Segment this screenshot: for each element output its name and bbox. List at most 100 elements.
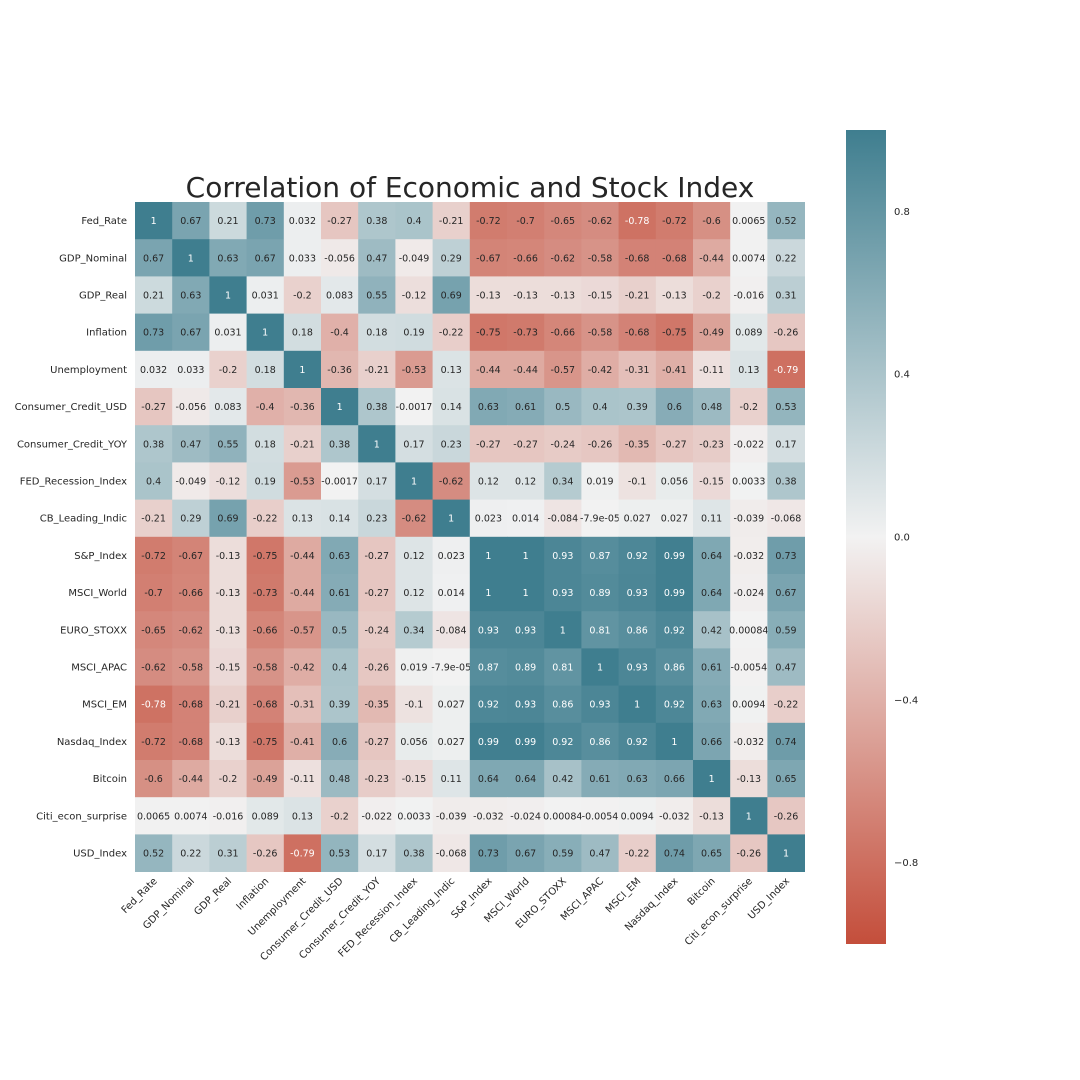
heatmap-cell [618,797,657,835]
heatmap-cell-value: 0.6 [332,737,347,748]
heatmap-cell-value: 0.93 [627,588,648,599]
heatmap-cell [209,760,247,798]
heatmap-cell-value: 0.42 [701,625,722,636]
heatmap-cell-value: 0.23 [366,514,387,525]
y-tick-label-consumer-credit-usd: Consumer_Credit_USD [15,402,128,413]
heatmap-cell-value: -0.2 [219,365,238,376]
heatmap-cell [693,797,731,835]
heatmap-cell [618,685,657,724]
heatmap-cell [618,276,657,314]
heatmap-cell-value: 0.52 [775,216,796,227]
heatmap-cell [358,388,396,426]
heatmap-cell [469,425,508,463]
heatmap-cell-value: 0.47 [366,253,387,264]
heatmap-cell [767,685,805,724]
y-tick-label-gdp-nominal: GDP_Nominal [59,253,127,264]
heatmap-cell [209,350,247,389]
heatmap-cell-value: -0.7 [516,216,535,227]
heatmap-cell [655,350,694,389]
heatmap-cell [730,611,768,649]
heatmap-cell-value: -0.2 [702,291,721,302]
heatmap-cell [730,685,768,724]
heatmap-cell [172,536,210,575]
heatmap-cell-value: -0.62 [179,625,204,636]
heatmap-cell-value: 0.0065 [732,216,765,227]
heatmap-cell [618,425,657,463]
heatmap-cell [246,425,285,463]
heatmap-cell-value: 0.13 [441,365,462,376]
heatmap-cell [209,648,247,686]
heatmap-cell [321,648,359,686]
heatmap-cell [135,760,173,798]
heatmap-cell [618,834,657,872]
heatmap-cell [655,462,694,500]
heatmap-cell [135,685,173,724]
heatmap-cell-value: 0.17 [403,439,424,450]
heatmap-cell-value: -0.24 [365,625,390,636]
x-tick-label-cb-leading-indic: CB_Leading_Indic [388,876,457,945]
heatmap-cell-value: 0.61 [515,402,536,413]
heatmap-cell-value: 0.4 [146,477,161,488]
heatmap-cell [730,648,768,686]
heatmap-cell-value: -0.66 [179,588,204,599]
heatmap-cell [135,574,173,612]
heatmap-cell [581,499,619,538]
heatmap-cell-value: 0.027 [624,514,651,525]
heatmap-cell-value: -0.31 [290,700,315,711]
heatmap-cell-value: 0.19 [403,328,424,339]
heatmap-cell-value: 1 [634,700,640,711]
heatmap-cell-value: -0.0054 [730,663,767,674]
heatmap-cell-value: 0.47 [180,439,201,450]
heatmap-cell [246,499,285,538]
heatmap-cell [135,388,173,426]
heatmap-cell [321,388,359,426]
heatmap-cell-value: 0.19 [255,477,276,488]
heatmap-cell [581,276,619,314]
heatmap-cell-value: -0.66 [253,625,278,636]
heatmap-cell [507,499,545,538]
heatmap-cell [655,425,694,463]
heatmap-cell-value: -0.67 [476,253,501,264]
heatmap-cell [767,574,805,612]
heatmap-cell [469,834,508,872]
heatmap-cell-value: 0.34 [552,477,573,488]
heatmap-cell [432,425,471,463]
heatmap-cell-value: -0.22 [253,514,278,525]
heatmap-cell [283,611,322,649]
heatmap-cell-value: -0.68 [179,737,204,748]
x-tick-label-msci-em: MSCI_EM [604,876,643,915]
heatmap-cell [730,239,768,277]
heatmap-cell [767,499,805,538]
heatmap-cell-value: -0.57 [290,625,315,636]
heatmap-cell-value: -0.53 [290,477,315,488]
heatmap-cell [283,388,322,426]
heatmap-cell-value: -0.049 [399,253,430,264]
heatmap-cell [395,462,433,500]
heatmap-cell-value: 0.12 [515,477,536,488]
heatmap-cell-value: 0.17 [366,849,387,860]
x-tick-label-gdp-real: GDP_Real [192,876,234,918]
heatmap-cell-value: -0.31 [625,365,650,376]
heatmap-cell-value: -0.21 [625,291,650,302]
heatmap-cell-value: -0.13 [662,291,687,302]
heatmap-cell [693,536,731,575]
heatmap-cell-value: 0.61 [329,588,350,599]
heatmap-cell-value: -0.0017 [396,402,433,413]
heatmap-cell-value: 0.14 [441,402,462,413]
heatmap-cell-value: -0.032 [733,737,764,748]
heatmap-cell-value: 1 [523,551,529,562]
heatmap-cell-value: 0.31 [775,291,796,302]
heatmap-cell-value: 0.86 [589,737,610,748]
heatmap-cell-value: 0.032 [140,365,167,376]
heatmap-cell-value: 0.056 [661,477,688,488]
heatmap-cell-value: -0.13 [476,291,501,302]
heatmap-cell-value: -0.65 [551,216,576,227]
heatmap-cell-value: 0.014 [438,588,465,599]
heatmap-cell [432,388,471,426]
heatmap-cell-value: 0.93 [627,663,648,674]
heatmap-cell-value: 1 [671,737,677,748]
heatmap-cell [581,685,619,724]
heatmap-cell [581,574,619,612]
heatmap-cell [655,313,694,352]
heatmap-cell-value: 0.67 [143,253,164,264]
